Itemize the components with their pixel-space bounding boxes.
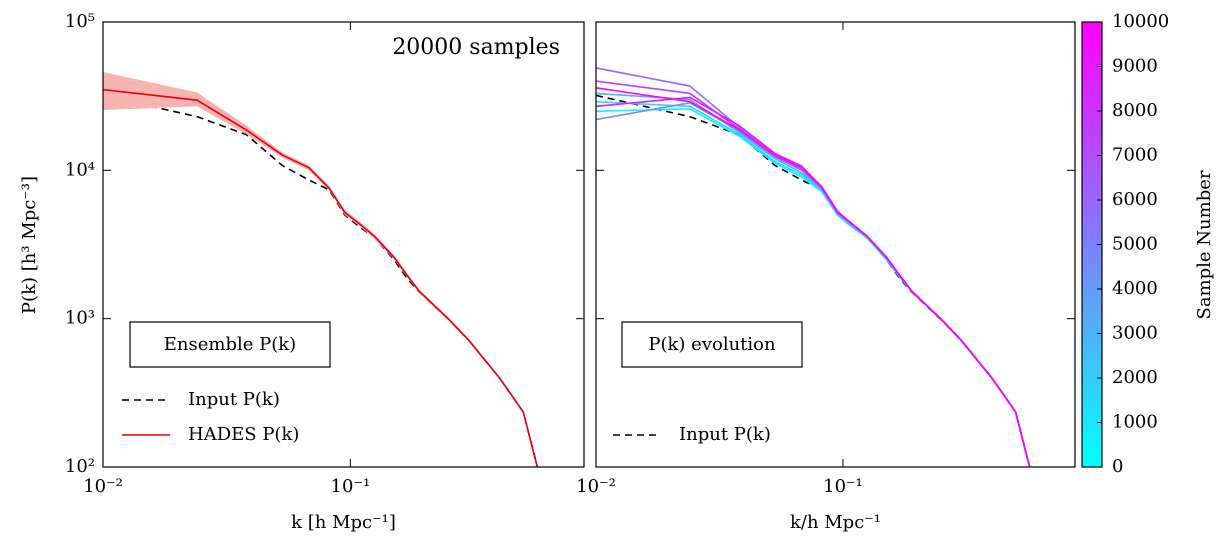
sample-line <box>596 67 1031 467</box>
y-tick-label: 10⁵ <box>65 11 95 32</box>
plot-frame <box>595 21 1076 468</box>
sample-line <box>596 96 1031 467</box>
legend-title: Ensemble P(k) <box>164 334 296 355</box>
error-band <box>103 72 538 467</box>
colorbar-tick-label: 5000 <box>1112 234 1158 255</box>
colorbar-tick-label: 9000 <box>1112 56 1158 77</box>
series-line <box>103 94 539 467</box>
colorbar-tick-label: 3000 <box>1112 323 1158 344</box>
x-axis-label: k/h Mpc⁻¹ <box>790 512 881 533</box>
x-tick-label: 10⁻¹ <box>331 476 371 497</box>
colorbar-tick-label: 4000 <box>1112 278 1158 299</box>
series-line <box>103 88 539 467</box>
plot-area <box>596 67 1031 467</box>
colorbar-tick-label: 1000 <box>1112 412 1158 433</box>
legend-label: HADES P(k) <box>188 424 299 445</box>
x-tick-label: 10⁻² <box>83 476 123 497</box>
colorbar-tick-label: 7000 <box>1112 145 1158 166</box>
colorbar-label: Sample Number <box>1194 170 1215 319</box>
legend-title-box <box>621 321 803 368</box>
y-axis-label: P(k) [h³ Mpc⁻³] <box>19 176 40 314</box>
legend-label: Input P(k) <box>679 424 771 445</box>
legend-title-box <box>129 321 331 368</box>
colorbar-tick-label: 8000 <box>1112 100 1158 121</box>
sample-line <box>596 87 1031 467</box>
plot-area <box>103 72 539 467</box>
sample-line <box>596 107 1031 467</box>
legend-title: P(k) evolution <box>648 334 776 355</box>
sample-line <box>596 102 1031 467</box>
plot-frame <box>102 21 585 468</box>
colorbar-tick-label: 2000 <box>1112 367 1158 388</box>
legend-label: Input P(k) <box>188 389 280 410</box>
x-axis-label: k [h Mpc⁻¹] <box>291 512 396 533</box>
x-tick-label: 10⁻¹ <box>823 476 863 497</box>
colorbar-tick-label: 0 <box>1112 456 1123 477</box>
series-line <box>596 94 1031 467</box>
sample-line <box>596 80 1031 467</box>
y-tick-label: 10² <box>65 456 95 477</box>
colorbar-tick-label: 10000 <box>1112 11 1169 32</box>
sample-line <box>596 92 1031 467</box>
sample-line <box>596 100 1031 467</box>
y-tick-label: 10⁴ <box>65 159 95 180</box>
x-tick-label: 10⁻² <box>576 476 616 497</box>
colorbar-tick-label: 6000 <box>1112 189 1158 210</box>
annotation: 20000 samples <box>392 35 560 60</box>
y-tick-label: 10³ <box>65 308 95 329</box>
